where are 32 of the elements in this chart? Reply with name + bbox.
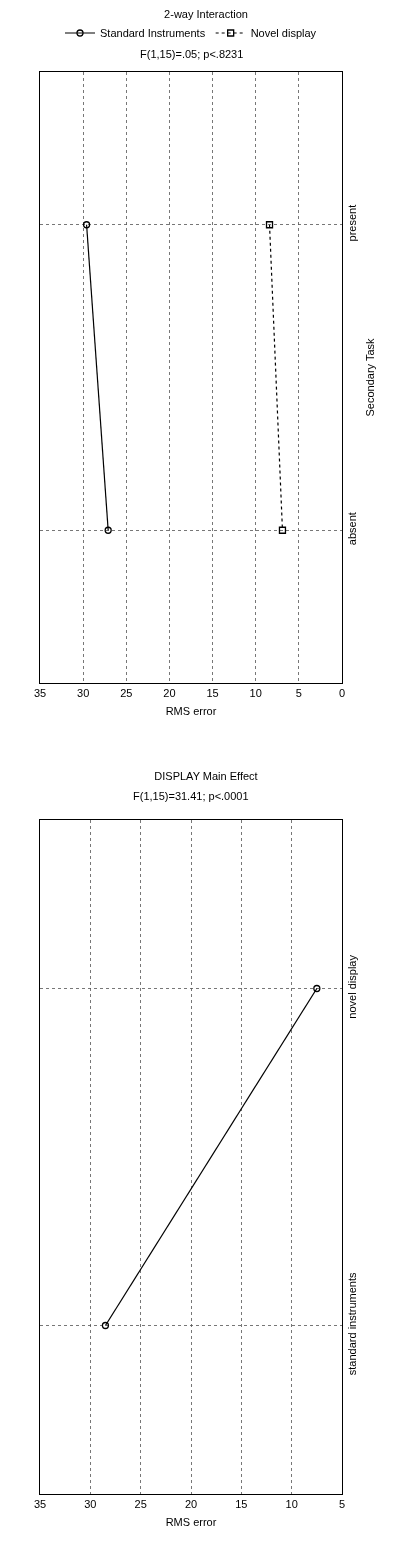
y-tick-label: standard instruments — [346, 1271, 359, 1376]
x-tick-label: 5 — [338, 1498, 346, 1511]
x-tick-label: 35 — [33, 687, 47, 700]
x-axis-title: RMS error — [165, 1515, 217, 1528]
x-tick-label: 35 — [33, 1498, 47, 1511]
point — [104, 526, 112, 534]
y-axis-title: Secondary Task — [363, 337, 376, 417]
x-tick-label: 15 — [206, 687, 219, 700]
x-tick-label: 30 — [77, 687, 90, 700]
x-tick-label: 30 — [84, 1498, 97, 1511]
y-tick-label: novel display — [346, 954, 359, 1019]
text: F(1,15)=.05; p<.8231 — [140, 48, 244, 60]
x-tick-label: 0 — [338, 687, 346, 700]
legend-label: Novel display — [250, 27, 317, 40]
x-tick-label: 20 — [184, 1498, 198, 1511]
x-tick-label: 25 — [134, 1498, 147, 1511]
x-tick-label: 20 — [163, 687, 176, 700]
x-tick-label: 5 — [295, 687, 302, 700]
x-tick-label: 10 — [285, 1498, 298, 1511]
point — [82, 221, 91, 229]
y-tick-label: present — [346, 204, 359, 242]
point — [278, 526, 287, 534]
chart-title: DISPLAY Main Effect — [154, 769, 258, 782]
x-tick-label: 15 — [235, 1498, 248, 1511]
x-tick-label: 25 — [120, 687, 133, 700]
x-axis-title: RMS error — [165, 704, 217, 717]
legend-label: Standard Instruments — [100, 27, 206, 40]
point — [265, 221, 274, 229]
chart-title: 2-way Interaction — [164, 7, 248, 20]
text: F(1,15)=31.41; p<.0001 — [133, 790, 249, 802]
x-tick-label: 10 — [249, 687, 262, 700]
y-tick-label: absent — [346, 512, 359, 546]
